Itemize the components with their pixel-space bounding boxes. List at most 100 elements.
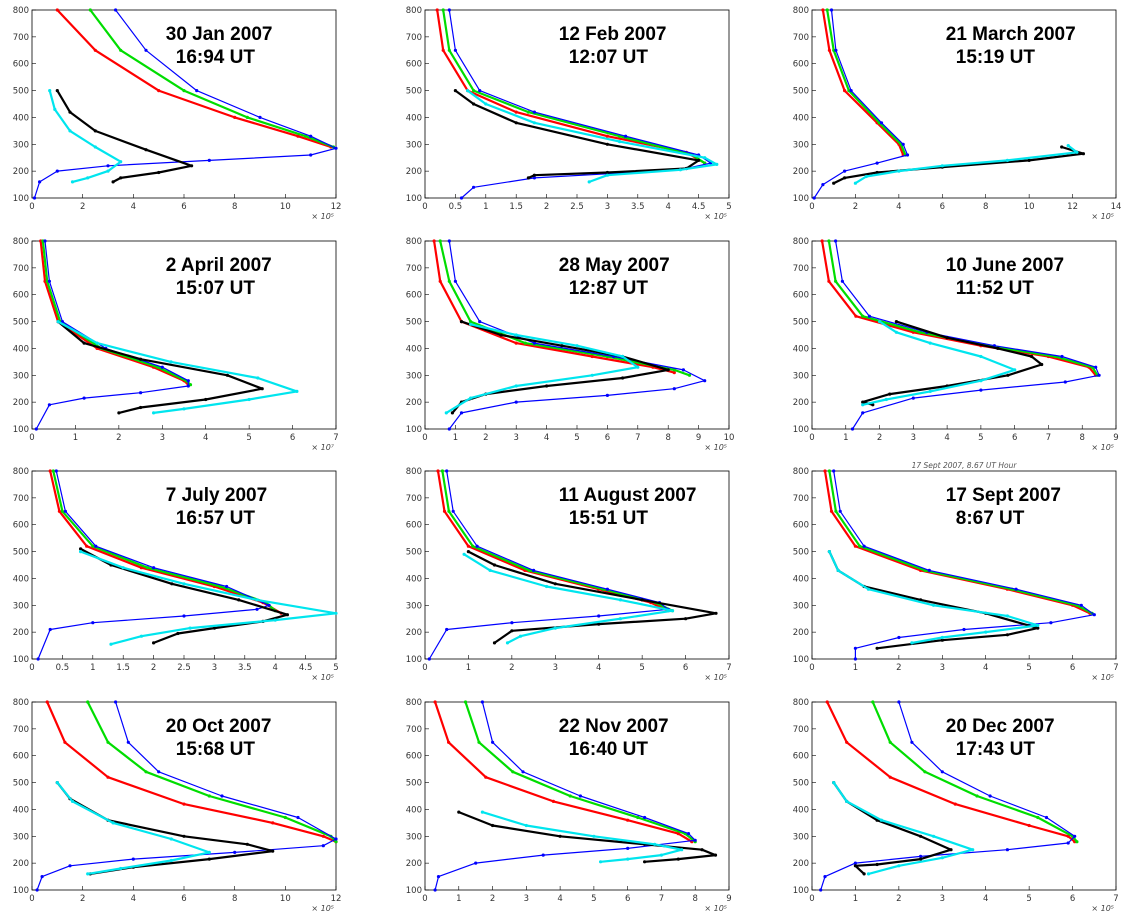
x-exponent-label: × 10⁵ (1091, 904, 1114, 912)
x-tick-label: 4 (544, 433, 549, 443)
series-point (666, 368, 670, 372)
series-point (321, 844, 325, 848)
series-point (849, 89, 853, 93)
series-point (182, 834, 186, 838)
panel-subtitle: 12:07 UT (569, 47, 649, 68)
series-point (940, 856, 944, 860)
series-point (514, 400, 518, 404)
series-point (553, 582, 557, 586)
x-tick-label: 5 (333, 663, 338, 673)
series-point (182, 802, 186, 806)
panel-subtitle: 15:68 UT (176, 739, 256, 760)
series-point (940, 635, 944, 640)
series-point (884, 397, 888, 402)
panel-subtitle: 16:94 UT (176, 47, 256, 68)
x-tick-label: 8 (232, 202, 237, 212)
series-point (686, 832, 691, 836)
y-tick-label: 700 (13, 33, 29, 43)
series-point (879, 818, 884, 822)
series-point (834, 48, 838, 52)
series-point (827, 239, 831, 243)
series-point (514, 384, 518, 388)
series-point (853, 864, 858, 868)
series-point (447, 8, 451, 12)
y-tick-label: 500 (406, 779, 422, 789)
chart-panel-10: 100 200 300 400 500 600 700 800 0 2 4 6 8 10 12× 10⁵ 20… (13, 698, 342, 912)
y-tick-label: 800 (793, 237, 809, 247)
series-point (1005, 614, 1010, 618)
series-point (237, 598, 241, 602)
x-tick-label: 1 (466, 663, 471, 673)
panel-subtitle: 16:40 UT (569, 739, 649, 760)
series-point (624, 134, 628, 138)
series-point (94, 544, 98, 548)
series-point (988, 794, 992, 798)
series-point (207, 857, 211, 861)
series-point (139, 391, 143, 395)
x-tick-label: 3.5 (631, 202, 645, 212)
series-point (975, 794, 979, 798)
series-point (499, 333, 503, 337)
series-point (840, 279, 845, 283)
panel-title: 22 Nov 2007 (559, 716, 669, 737)
panel-title: 10 June 2007 (946, 255, 1064, 276)
x-tick-label: 6 (290, 433, 295, 443)
x-tick-label: 4.5 (299, 663, 313, 673)
y-tick-label: 700 (406, 725, 422, 735)
x-tick-label: 0.5 (56, 663, 70, 673)
series-point (1030, 354, 1034, 359)
series-point (875, 161, 879, 165)
series-point (825, 700, 829, 704)
x-tick-label: 1.5 (116, 663, 130, 673)
series-point (847, 89, 851, 93)
x-tick-label: 4 (944, 433, 949, 443)
y-tick-label: 800 (13, 237, 29, 247)
y-tick-label: 700 (793, 494, 809, 504)
x-tick-label: 4 (596, 663, 601, 673)
series-point (676, 832, 680, 836)
series-point (427, 657, 431, 661)
y-tick-label: 600 (406, 752, 422, 762)
panel-title: 20 Dec 2007 (946, 716, 1055, 737)
series-point (940, 770, 944, 774)
x-tick-label: 1 (453, 433, 458, 443)
series-point (919, 598, 923, 602)
series-point (91, 621, 95, 625)
series-point (911, 396, 915, 400)
series-line (36, 701, 337, 891)
y-tick-label: 300 (406, 832, 422, 842)
y-tick-label: 100 (793, 194, 809, 204)
series-point (462, 552, 466, 556)
series-point (57, 509, 62, 513)
y-tick-label: 300 (406, 371, 422, 381)
y-tick-label: 600 (406, 521, 422, 531)
series-point (474, 861, 478, 865)
series-point (53, 107, 57, 111)
series-point (862, 872, 866, 876)
series-point (478, 320, 482, 324)
series-point (480, 700, 484, 704)
x-tick-label: 5 (1026, 663, 1031, 673)
series-point (119, 176, 123, 180)
series-point (592, 834, 596, 838)
panel-subtitle: 15:51 UT (569, 508, 649, 529)
series-point (1092, 613, 1096, 617)
x-tick-label: 5 (639, 663, 644, 673)
series-point (923, 770, 927, 774)
series-point (79, 550, 83, 554)
x-tick-label: 5 (978, 433, 983, 443)
series-point (54, 469, 58, 473)
x-tick-label: 2 (483, 433, 488, 443)
series-point (186, 379, 190, 383)
x-tick-label: 8 (232, 894, 237, 904)
series-point (823, 469, 827, 473)
series-point (114, 700, 118, 704)
series-point (853, 861, 858, 865)
series-point (220, 794, 224, 798)
series-point (897, 864, 901, 868)
y-tick-label: 200 (793, 398, 809, 408)
y-tick-label: 700 (406, 33, 422, 43)
x-tick-label: 7 (726, 663, 731, 673)
y-tick-label: 300 (406, 601, 422, 611)
